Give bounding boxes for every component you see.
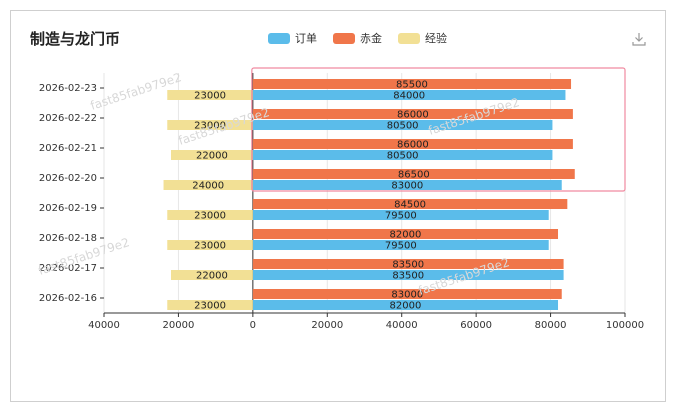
bar-gold xyxy=(252,199,568,209)
bar-label-gold: 86000 xyxy=(397,110,429,121)
bar-order xyxy=(252,210,549,220)
bar-order xyxy=(252,270,564,280)
category-label: 2026-02-23 xyxy=(39,83,97,94)
category-label: 2026-02-19 xyxy=(39,203,97,214)
bar-label-gold: 86500 xyxy=(398,170,430,181)
legend-label-gold: 赤金 xyxy=(360,32,382,45)
bar-gold xyxy=(252,139,573,149)
legend-item-exp[interactable]: 经验 xyxy=(398,30,447,46)
x-tick-label: 20000 xyxy=(163,320,195,331)
bar-label-exp: 23000 xyxy=(194,91,226,102)
legend: 订单 赤金 经验 xyxy=(268,30,447,46)
x-tick-label: 20000 xyxy=(311,320,343,331)
legend-swatch-order xyxy=(268,32,290,44)
bar-label-exp: 23000 xyxy=(194,121,226,132)
legend-swatch-gold xyxy=(333,32,355,44)
download-icon[interactable] xyxy=(632,32,646,46)
bar-label-gold: 83000 xyxy=(391,290,423,301)
bar-exp xyxy=(167,300,253,310)
legend-item-gold[interactable]: 赤金 xyxy=(333,30,382,46)
category-label: 2026-02-20 xyxy=(39,173,97,184)
bar-order xyxy=(252,150,553,160)
bar-order xyxy=(252,300,559,310)
bar-label-order: 82000 xyxy=(390,301,422,312)
category-label: 2026-02-21 xyxy=(39,143,97,154)
bar-label-order: 79500 xyxy=(385,241,417,252)
category-label: 2026-02-22 xyxy=(39,113,97,124)
legend-item-order[interactable]: 订单 xyxy=(268,30,317,46)
bar-label-exp: 23000 xyxy=(194,211,226,222)
bar-gold xyxy=(252,79,572,89)
bar-label-order: 83500 xyxy=(392,271,424,282)
bar-label-gold: 82000 xyxy=(390,230,422,241)
bar-exp xyxy=(167,90,253,100)
bar-exp xyxy=(170,270,253,280)
bar-gold xyxy=(252,289,562,299)
bar-label-order: 80500 xyxy=(387,151,419,162)
bar-label-exp: 22000 xyxy=(196,151,228,162)
bar-label-order: 84000 xyxy=(393,91,425,102)
bar-exp xyxy=(167,120,253,130)
bar-exp xyxy=(170,150,253,160)
bar-label-exp: 23000 xyxy=(194,241,226,252)
legend-label-exp: 经验 xyxy=(425,32,447,45)
bar-exp xyxy=(167,210,253,220)
x-tick-label: 40000 xyxy=(88,320,120,331)
chart-title: 制造与龙门币 xyxy=(30,30,121,48)
category-label: 2026-02-16 xyxy=(39,293,97,304)
bar-gold xyxy=(252,109,573,119)
bar-label-exp: 23000 xyxy=(194,301,226,312)
bar-exp xyxy=(163,180,253,190)
bar-gold xyxy=(252,259,564,269)
x-tick-label: 60000 xyxy=(460,320,492,331)
bar-label-gold: 84500 xyxy=(394,200,426,211)
x-tick-label: 40000 xyxy=(386,320,418,331)
legend-label-order: 订单 xyxy=(295,32,317,45)
bar-order xyxy=(252,90,566,100)
x-tick-label: 100000 xyxy=(606,320,644,331)
category-label: 2026-02-18 xyxy=(39,233,97,244)
bar-gold xyxy=(252,169,575,179)
bar-exp xyxy=(167,240,253,250)
bar-order xyxy=(252,120,553,130)
bar-label-order: 83000 xyxy=(391,181,423,192)
bar-label-gold: 85500 xyxy=(396,80,428,91)
bar-label-exp: 24000 xyxy=(192,181,224,192)
bar-label-exp: 22000 xyxy=(196,271,228,282)
bar-label-order: 80500 xyxy=(387,121,419,132)
bar-gold xyxy=(252,229,559,239)
bar-order xyxy=(252,240,549,250)
bar-label-gold: 86000 xyxy=(397,140,429,151)
category-label: 2026-02-17 xyxy=(39,263,97,274)
highlight-box xyxy=(251,67,626,192)
x-tick-label: 0 xyxy=(250,320,256,331)
bar-order xyxy=(252,180,562,190)
bar-label-order: 79500 xyxy=(385,211,417,222)
bar-label-gold: 83500 xyxy=(392,260,424,271)
x-tick-label: 80000 xyxy=(535,320,567,331)
legend-swatch-exp xyxy=(398,32,420,44)
